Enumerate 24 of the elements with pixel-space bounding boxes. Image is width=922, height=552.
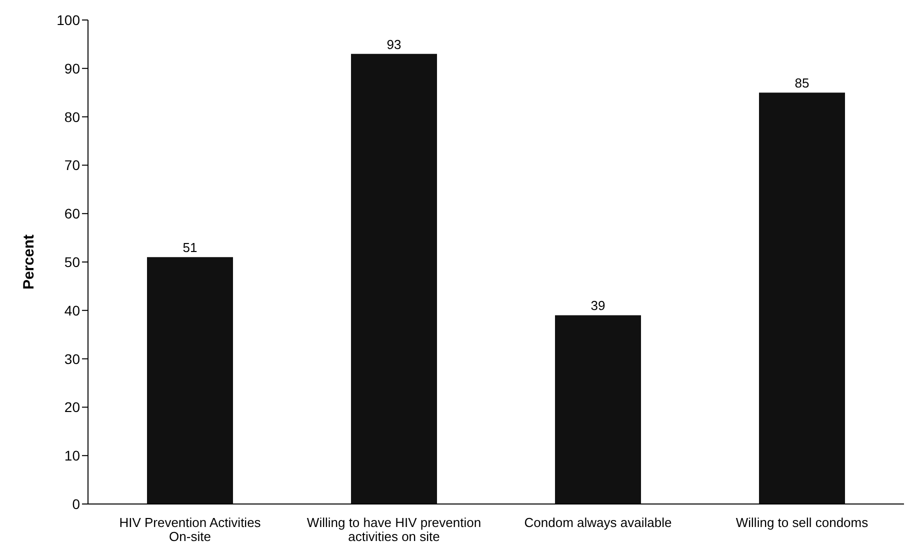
- y-tick-label: 0: [72, 496, 80, 512]
- bar: [147, 257, 233, 504]
- bar: [759, 92, 845, 504]
- y-tick-label: 100: [56, 12, 80, 28]
- y-tick-label: 50: [64, 254, 80, 270]
- bar: [555, 315, 641, 504]
- bar: [351, 54, 437, 504]
- x-tick-label: HIV Prevention Activities On-site: [119, 515, 262, 544]
- data-label: 39: [590, 298, 606, 314]
- y-tick-label: 60: [64, 206, 80, 222]
- y-tick-label: 90: [64, 60, 80, 76]
- data-label: 93: [386, 36, 402, 52]
- y-tick-label: 20: [64, 399, 80, 416]
- x-tick-label: Willing to sell condoms: [736, 515, 869, 530]
- x-tick-label: Condom always available: [524, 515, 672, 530]
- y-tick-label: 10: [64, 448, 80, 464]
- y-tick-label: 80: [64, 108, 80, 125]
- data-label: 51: [182, 240, 198, 256]
- data-label: 85: [794, 76, 810, 91]
- y-tick-label: 30: [64, 350, 80, 367]
- y-axis-title: Percent: [20, 234, 38, 290]
- y-tick-label: 70: [64, 157, 80, 174]
- x-tick-label: Willing to have HIV prevention activities on site: [306, 515, 482, 544]
- y-tick-label: 40: [64, 302, 80, 318]
